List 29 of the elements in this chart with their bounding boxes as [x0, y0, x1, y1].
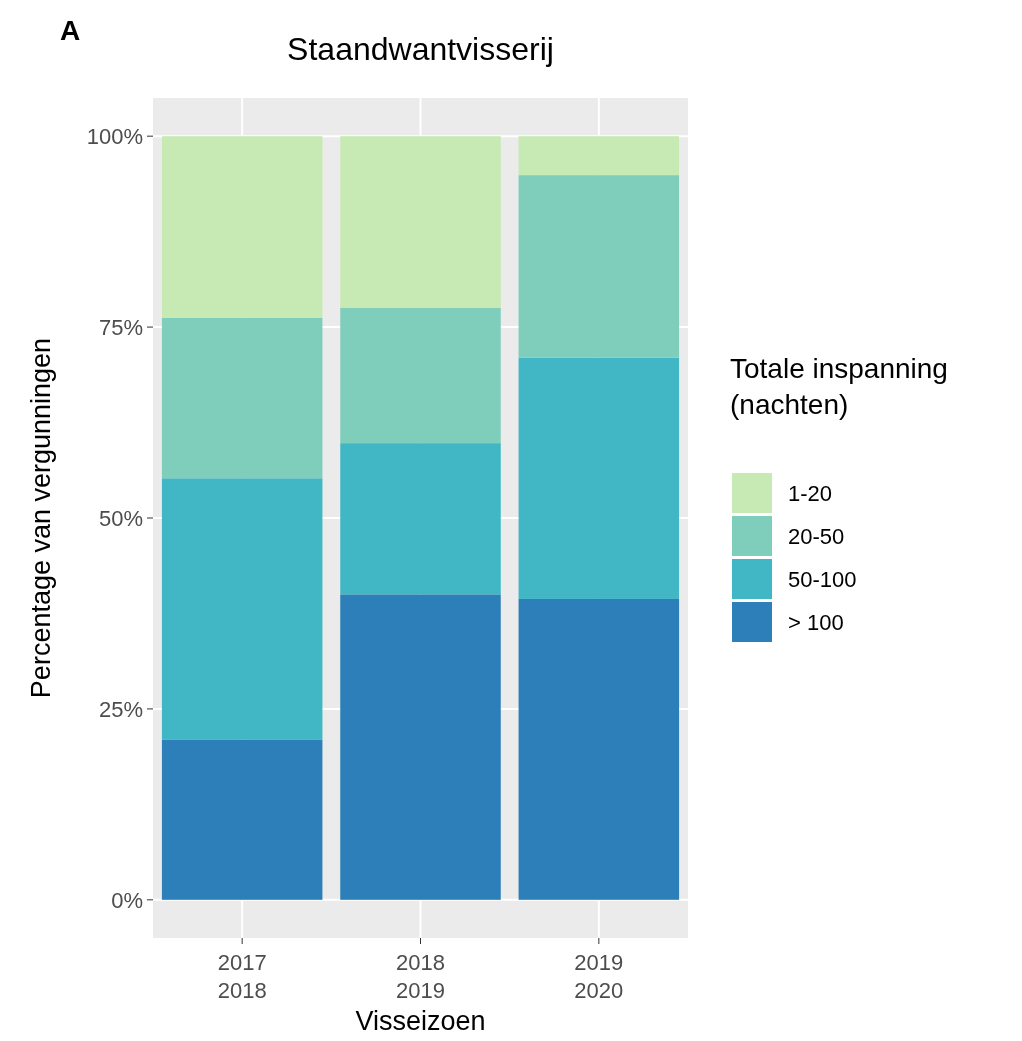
legend-label: 1-20	[788, 480, 833, 506]
text: A	[60, 15, 81, 46]
bar	[161, 478, 323, 740]
bar	[161, 317, 323, 479]
bar	[518, 175, 680, 358]
x-tick-label: 2017 2018	[217, 950, 267, 1003]
y-tick-label: 50%	[98, 505, 143, 531]
bar	[161, 136, 323, 318]
bar	[340, 443, 501, 595]
legend-label: 20-50	[788, 523, 845, 549]
y-tick-label: 0%	[111, 887, 143, 913]
bar	[518, 598, 680, 900]
bar	[340, 594, 501, 900]
bar	[340, 308, 501, 444]
y-tick-label: 100%	[86, 123, 143, 149]
bar	[518, 357, 680, 599]
legend-label: > 100	[788, 609, 844, 635]
x-axis-title: Visseizoen	[355, 1006, 486, 1036]
x-tick-label: 2019 2020	[574, 950, 624, 1003]
chart-title: Staandwantvisserij	[287, 31, 554, 67]
y-tick-label: 25%	[98, 696, 143, 722]
y-axis-title: Percentage van vergunningen	[26, 337, 56, 699]
legend-label: 50-100	[788, 566, 857, 592]
bar	[161, 739, 323, 900]
legend-title: Totale inspanning (nachten)	[730, 353, 948, 420]
x-tick-label: 2018 2019	[396, 950, 445, 1003]
y-tick-label: 75%	[98, 314, 143, 340]
bar	[340, 136, 501, 308]
bar	[518, 136, 680, 176]
